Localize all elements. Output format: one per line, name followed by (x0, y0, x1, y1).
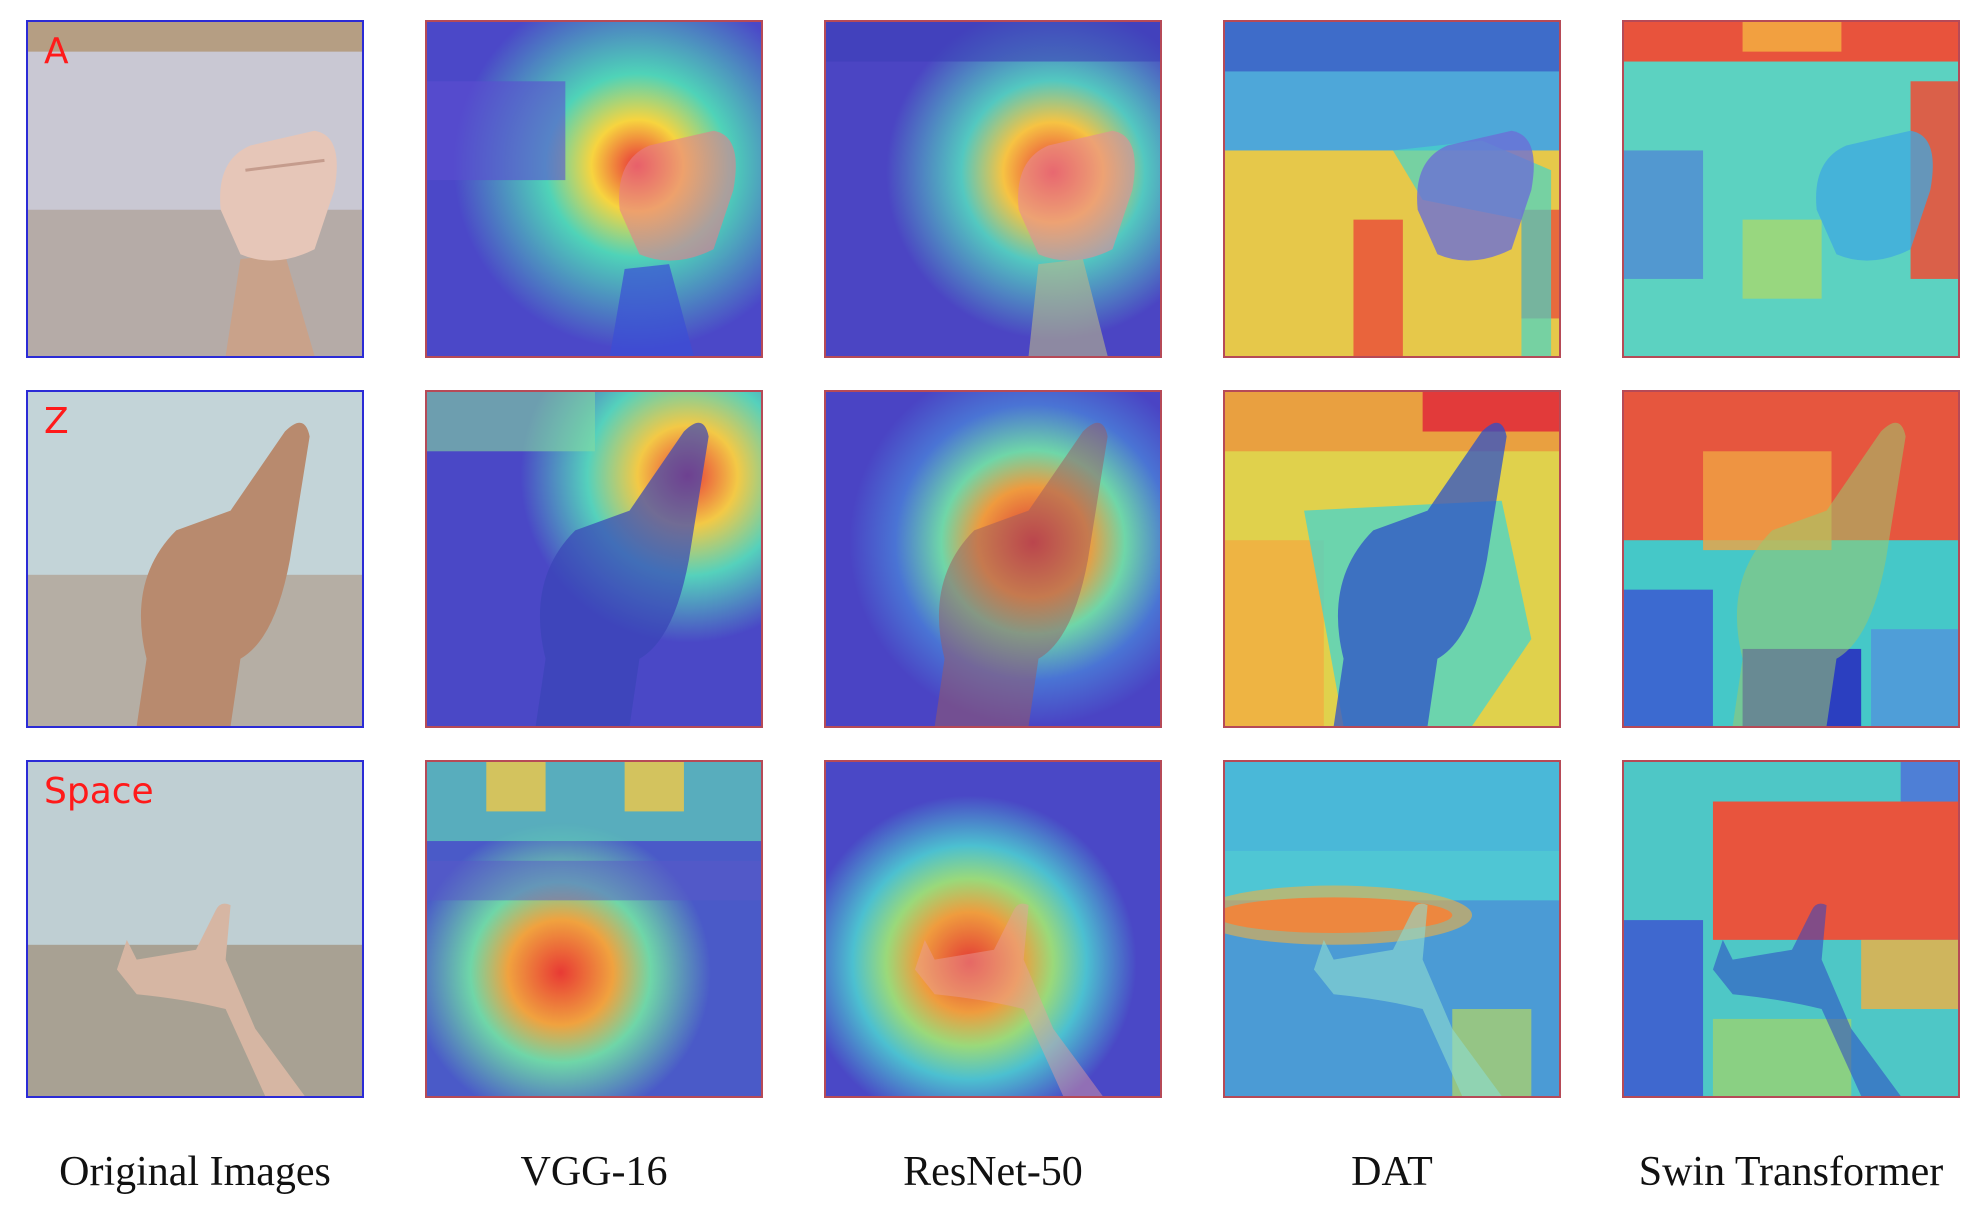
heatmap-swin-a (1622, 20, 1960, 358)
heatmap-vgg16-space (425, 760, 763, 1098)
figure-grid: A (26, 20, 1960, 1098)
heatmap-resnet50-z (824, 390, 1162, 728)
heatmap-swin-z (1622, 390, 1960, 728)
column-label-resnet50: ResNet-50 (903, 1149, 1083, 1195)
original-image-z: Z (26, 390, 364, 728)
column-label-vgg16: VGG-16 (520, 1149, 668, 1195)
heatmap-resnet50-space (824, 760, 1162, 1098)
heatmap-dat-a (1223, 20, 1561, 358)
original-image-a: A (26, 20, 364, 358)
row-label-z: Z (44, 401, 69, 442)
heatmap-dat-z (1223, 390, 1561, 728)
column-label-swin: Swin Transformer (1638, 1149, 1944, 1195)
heatmap-vgg16-a (425, 20, 763, 358)
heatmap-swin-space (1622, 760, 1960, 1098)
column-label-original: Original Images (59, 1149, 331, 1195)
column-labels: Original Images VGG-16 ResNet-50 DAT Swi… (26, 1148, 1960, 1196)
row-label-a: A (44, 31, 69, 72)
heatmap-vgg16-z (425, 390, 763, 728)
column-label-dat: DAT (1351, 1149, 1433, 1195)
heatmap-resnet50-a (824, 20, 1162, 358)
heatmap-dat-space (1223, 760, 1561, 1098)
original-image-space: Space (26, 760, 364, 1098)
row-label-space: Space (44, 771, 154, 812)
